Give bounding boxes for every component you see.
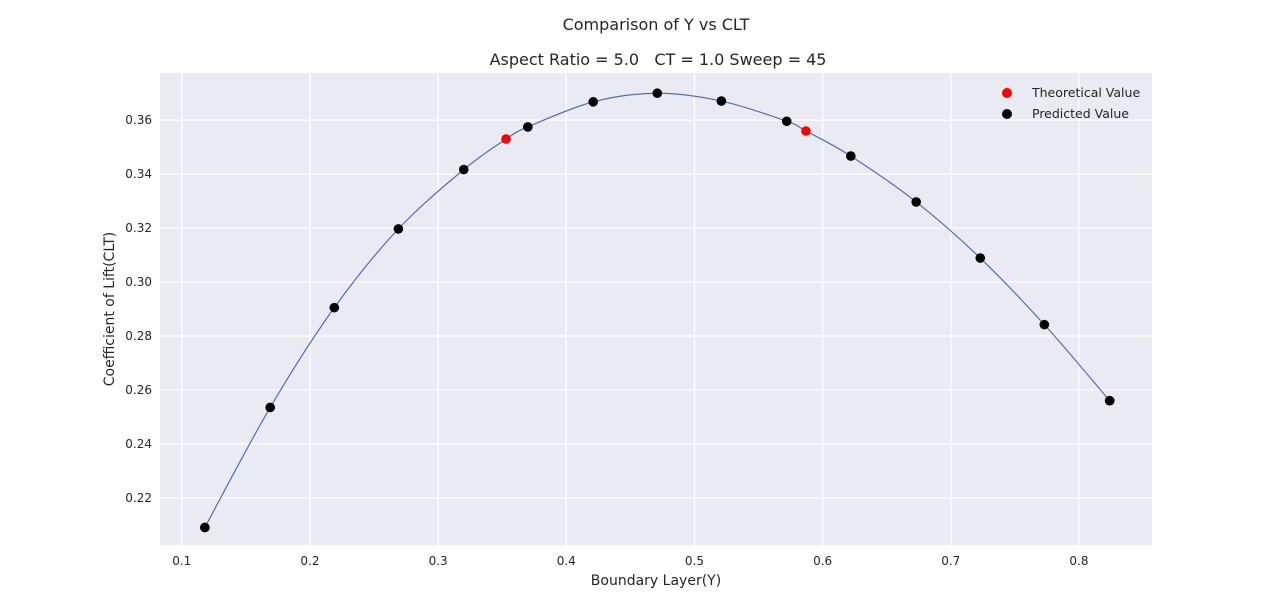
- y-tick-label: 0.30: [125, 275, 152, 289]
- fit-curve: [204, 92, 1111, 528]
- x-tick-label: 0.4: [557, 554, 576, 568]
- x-axis-label: Boundary Layer(Y): [591, 573, 721, 589]
- y-tick-labels: 0.22 0.24 0.26 0.28 0.30 0.32 0.34 0.36: [125, 113, 152, 505]
- x-tick-label: 0.6: [813, 554, 832, 568]
- chart-subtitle: Aspect Ratio = 5.0 CT = 1.0 Sweep = 45: [490, 50, 827, 69]
- x-tick-label: 0.3: [429, 554, 448, 568]
- predicted-point: [1104, 395, 1115, 406]
- predicted-point: [523, 122, 533, 132]
- predicted-point: [975, 253, 986, 263]
- y-axis-label: Coefficient of Lift(CLT): [102, 232, 118, 386]
- predicted-point: [1039, 319, 1050, 330]
- legend-label-theoretical: Theoretical Value: [1031, 85, 1140, 100]
- y-tick-label: 0.26: [125, 383, 152, 397]
- x-tick-label: 0.5: [685, 554, 704, 568]
- chart-title: Comparison of Y vs CLT: [563, 15, 750, 34]
- legend-marker-theoretical: [1002, 88, 1012, 98]
- y-tick-label: 0.24: [125, 437, 152, 451]
- y-tick-label: 0.22: [125, 491, 152, 505]
- predicted-point: [781, 116, 792, 127]
- predicted-point: [846, 151, 856, 161]
- y-tick-label: 0.28: [125, 329, 152, 343]
- fit-curve-layer: [204, 92, 1111, 528]
- predicted-point: [911, 197, 921, 207]
- predicted-point: [393, 224, 404, 234]
- predicted-point: [652, 88, 663, 99]
- y-tick-label: 0.34: [125, 167, 152, 181]
- x-tick-label: 0.7: [941, 554, 960, 568]
- x-tick-label: 0.1: [172, 554, 191, 568]
- legend-marker-predicted: [1002, 109, 1012, 119]
- x-tick-labels: 0.1 0.2 0.3 0.4 0.5 0.6 0.7 0.8: [172, 554, 1088, 568]
- predicted-point: [458, 164, 469, 175]
- legend-label-predicted: Predicted Value: [1032, 106, 1129, 121]
- predicted-point: [716, 96, 727, 106]
- y-tick-label: 0.36: [125, 113, 152, 127]
- predicted-point: [588, 97, 598, 107]
- plot-area: [160, 73, 1152, 545]
- predicted-point: [329, 302, 340, 313]
- predicted-point: [200, 522, 210, 533]
- theoretical-point: [501, 134, 511, 144]
- points-layer: [200, 88, 1115, 533]
- y-tick-label: 0.32: [125, 221, 152, 235]
- theoretical-point: [801, 126, 811, 136]
- grid: [160, 73, 1152, 545]
- x-tick-label: 0.8: [1069, 554, 1088, 568]
- legend: Theoretical Value Predicted Value: [1002, 85, 1140, 121]
- predicted-point: [265, 402, 276, 413]
- x-tick-label: 0.2: [300, 554, 319, 568]
